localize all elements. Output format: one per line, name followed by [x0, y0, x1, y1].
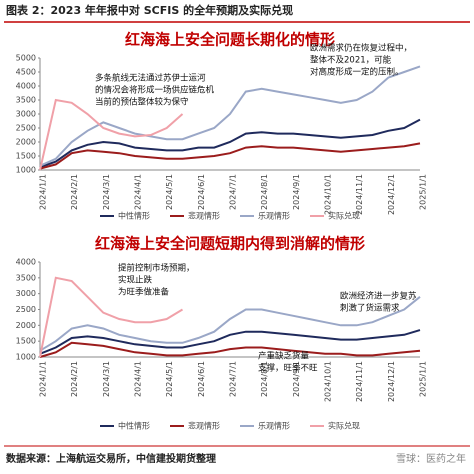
- watermark: 雪球：医药之年: [396, 452, 466, 465]
- y-tick-label: 1500: [16, 152, 36, 161]
- y-tick-label: 4000: [16, 82, 36, 91]
- y-tick-label: 2500: [16, 124, 36, 133]
- legend-label: 实际兑现: [328, 211, 360, 221]
- y-tick-label: 4500: [16, 68, 36, 77]
- x-tick-label: 2024/1/1: [39, 174, 48, 210]
- y-tick-label: 3000: [16, 289, 36, 298]
- chart-title: 红海海上安全问题短期内得到消解的情形: [95, 235, 365, 253]
- y-tick-label: 5000: [16, 54, 36, 63]
- y-tick-label: 1000: [16, 353, 36, 362]
- y-tick-label: 3500: [16, 96, 36, 105]
- legend-label: 悲观情形: [188, 211, 220, 221]
- x-tick-label: 2024/7/1: [229, 361, 238, 397]
- annotation: 整体不及2021，可能: [310, 55, 392, 66]
- annotation: 多条航线无法通过苏伊士运河: [95, 73, 206, 84]
- series-line: [39, 296, 421, 352]
- legend-label: 中性情形: [118, 211, 150, 221]
- annotation: 为旺季做准备: [118, 287, 170, 298]
- y-tick-label: 3500: [16, 273, 36, 282]
- annotation: 实现止跌: [118, 275, 153, 286]
- y-tick-label: 4000: [16, 258, 36, 267]
- series-line: [39, 276, 184, 358]
- y-tick-label: 2500: [16, 305, 36, 314]
- legend-label: 实际兑现: [328, 421, 360, 431]
- series-line: [39, 118, 421, 169]
- x-tick-label: 2024/1/1: [39, 361, 48, 397]
- x-tick-label: 2025/1/1: [419, 361, 428, 397]
- x-tick-label: 2024/2/1: [70, 174, 79, 210]
- y-tick-label: 1500: [16, 337, 36, 346]
- annotation: 的情况会将形成一场供应链危机: [95, 85, 215, 96]
- x-tick-label: 2024/6/1: [197, 361, 206, 397]
- series-line: [39, 98, 184, 171]
- annotation: 提前控制市场预期，: [118, 263, 195, 274]
- x-tick-label: 2024/8/1: [260, 361, 269, 397]
- x-tick-label: 2024/5/1: [165, 361, 174, 397]
- legend-label: 乐观情形: [258, 421, 290, 431]
- annotation: 对高度形成一定的压制。: [310, 67, 404, 78]
- x-tick-label: 2024/12/1: [387, 174, 396, 215]
- x-tick-label: 2024/4/1: [134, 361, 143, 397]
- annotation: 欧洲需求仍在恢复过程中，: [310, 43, 412, 54]
- legend-label: 中性情形: [118, 421, 150, 431]
- series-line: [39, 142, 421, 170]
- legend-label: 乐观情形: [258, 211, 290, 221]
- x-tick-label: 2024/8/1: [260, 174, 269, 210]
- x-tick-label: 2024/12/1: [387, 361, 396, 402]
- chart-title: 红海海上安全问题长期化的情形: [125, 31, 335, 49]
- x-tick-label: 2024/2/1: [70, 361, 79, 397]
- x-tick-label: 2024/3/1: [102, 174, 111, 210]
- x-tick-label: 2024/5/1: [165, 174, 174, 210]
- legend-label: 悲观情形: [188, 421, 220, 431]
- y-tick-label: 3000: [16, 110, 36, 119]
- footer-source: 数据来源：上海航运交易所，中信建投期货整理: [6, 452, 216, 465]
- x-tick-label: 2024/11/1: [355, 174, 364, 215]
- x-tick-label: 2024/4/1: [134, 174, 143, 210]
- x-tick-label: 2024/3/1: [102, 361, 111, 397]
- y-tick-label: 1000: [16, 166, 36, 175]
- annotation: 刺激了货运需求: [340, 303, 400, 314]
- header-title: 图表 2：2023 年年报中对 SCFIS 的全年预期及实际兑现: [6, 3, 293, 17]
- x-tick-label: 2024/11/1: [355, 361, 364, 402]
- y-tick-label: 2000: [16, 321, 36, 330]
- annotation: 支撑，旺季不旺: [258, 363, 318, 374]
- x-tick-label: 2024/9/1: [292, 174, 301, 210]
- x-tick-label: 2024/10/1: [324, 174, 333, 215]
- x-tick-label: 2024/6/1: [197, 174, 206, 210]
- series-line: [39, 329, 421, 355]
- annotation: 产重缺乏货量: [258, 351, 310, 362]
- x-tick-label: 2024/7/1: [229, 174, 238, 210]
- x-tick-label: 2024/9/1: [292, 361, 301, 397]
- x-tick-label: 2024/10/1: [324, 361, 333, 402]
- x-tick-label: 2025/1/1: [419, 174, 428, 210]
- y-tick-label: 2000: [16, 138, 36, 147]
- annotation: 欧洲经济进一步复苏: [340, 291, 417, 302]
- annotation: 当前的预估整体较为保守: [95, 97, 189, 108]
- series-line: [39, 341, 421, 358]
- series-line: [39, 65, 421, 167]
